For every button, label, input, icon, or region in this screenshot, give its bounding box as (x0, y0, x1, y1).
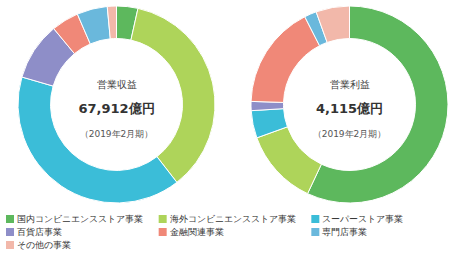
donut-slice (251, 101, 284, 110)
chart: 営業収益 67,912億円 （2019年2月期） 営業利益 4,115億円 （2019年2… (0, 0, 466, 256)
donut-slice (251, 17, 319, 103)
donut-slice (77, 6, 110, 43)
legend-label: スーパーストア事業 (322, 214, 403, 224)
donut-slice (308, 6, 448, 203)
legend-label: その他の事業 (17, 240, 71, 250)
legend-item: 百貨店事業 (6, 227, 62, 237)
donut-slice (316, 6, 349, 42)
legend-swatch (159, 228, 167, 236)
legend-label: 専門店事業 (322, 227, 367, 237)
legend-label: 百貨店事業 (17, 227, 62, 237)
legend-swatch (159, 215, 167, 223)
center-title: 営業利益 (330, 79, 370, 90)
donut-slice (131, 8, 215, 182)
center-title: 営業収益 (97, 79, 137, 90)
legend-item: 海外コンビニエンスストア事業 (159, 214, 296, 224)
legend-label: 金融関連事業 (170, 227, 224, 237)
legend: 国内コンビニエンスストア事業 海外コンビニエンスストア事業 スーパーストア事業百貨店… (6, 214, 403, 250)
legend-label: 国内コンビニエンスストア事業 (17, 214, 143, 224)
legend-item: 専門店事業 (311, 227, 367, 237)
legend-item: スーパーストア事業 (311, 214, 403, 224)
center-period: （2019年2月期） (313, 129, 387, 139)
legend-item: その他の事業 (6, 240, 71, 250)
donut: 営業利益 4,115億円 （2019年2月期） (251, 6, 448, 203)
legend-item: 国内コンビニエンスストア事業 (6, 214, 143, 224)
donut-slice (251, 109, 287, 138)
legend-swatch (311, 228, 319, 236)
donut: 営業収益 67,912億円 （2019年2月期） (18, 6, 215, 203)
center-period: （2019年2月期） (80, 129, 154, 139)
legend-swatch (6, 215, 14, 223)
legend-swatch (6, 241, 14, 249)
legend-label: 海外コンビニエンスストア事業 (170, 214, 296, 224)
center-value: 67,912億円 (78, 101, 154, 116)
donut-slice (107, 6, 116, 39)
donut-slice (18, 77, 177, 203)
center-value: 4,115億円 (316, 101, 383, 116)
legend-swatch (311, 215, 319, 223)
legend-item: 金融関連事業 (159, 227, 224, 237)
legend-swatch (6, 228, 14, 236)
